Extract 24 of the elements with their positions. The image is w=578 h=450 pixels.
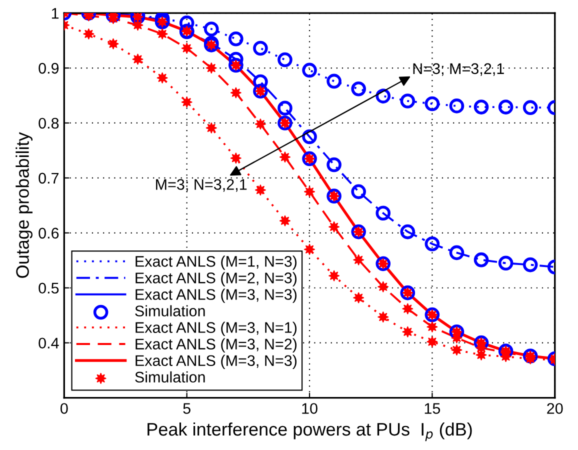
legend-label: Simulation	[135, 305, 205, 316]
annotation: M=3; N=3,2,1	[156, 179, 247, 192]
x-tick-label: 10	[302, 403, 318, 414]
y-tick-label: 0.8	[38, 118, 59, 129]
x-tick-label: 0	[60, 403, 68, 414]
legend-label: Exact ANLS (M=3, N=3)	[136, 288, 297, 303]
y-tick-label: 0.6	[38, 228, 59, 239]
y-tick-label: 0.5	[38, 282, 59, 294]
x-axis-title: Peak interference powers at PUs I$_{p}$ (dB)	[148, 422, 472, 442]
x-tick-label: 15	[424, 403, 440, 414]
x-tick-label: 20	[547, 403, 563, 414]
y-tick-label: 0.4	[38, 338, 59, 349]
legend-label: Exact ANLS (M=2, N=3)	[136, 272, 297, 286]
legend-label: Exact ANLS (M=3, N=1)	[136, 322, 297, 336]
legend-label: Exact ANLS (M=1, N=3)	[136, 256, 297, 270]
y-tick-label: 0.9	[38, 62, 59, 74]
legend-label: Exact ANLS (M=3, N=2)	[136, 338, 297, 353]
legend-label: Simulation	[135, 371, 205, 383]
legend-label: Exact ANLS (M=3, N=3)	[136, 354, 297, 370]
y-axis-title: Outage probability	[16, 132, 33, 278]
x-tick-label: 5	[183, 403, 190, 414]
annotation: N=3; M=3,2,1	[413, 63, 504, 76]
y-tick-label: 1	[52, 8, 59, 19]
y-tick-label: 0.7	[38, 172, 59, 184]
